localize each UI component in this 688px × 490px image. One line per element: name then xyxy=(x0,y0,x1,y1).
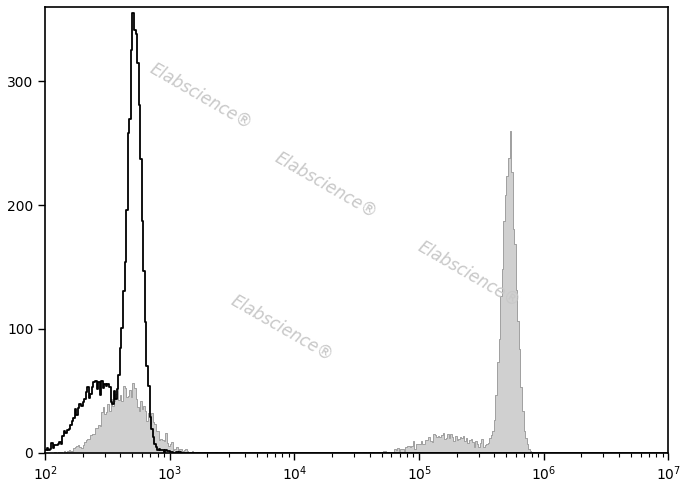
Text: Elabscience®: Elabscience® xyxy=(271,148,380,222)
Text: Elabscience®: Elabscience® xyxy=(415,238,524,311)
Text: Elabscience®: Elabscience® xyxy=(228,292,336,365)
Text: Elabscience®: Elabscience® xyxy=(147,60,255,133)
